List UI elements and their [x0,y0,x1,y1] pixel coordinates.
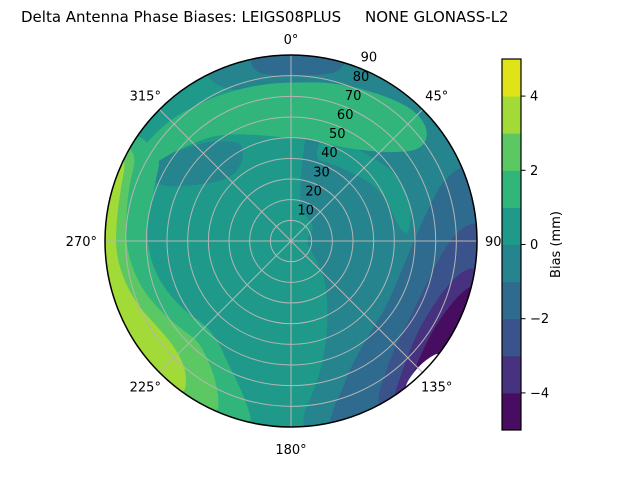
region-bias-neg2-neg1-cap [250,55,346,76]
colorbar-segment [502,207,521,245]
colorbar-segment [502,244,521,283]
r-tick-label: 60 [337,108,354,123]
r-tick-label: 50 [329,127,346,142]
colorbar-tick-label: −4 [530,386,549,401]
theta-tick-label: 225° [130,381,161,396]
theta-tick-label: 315° [130,89,161,104]
colorbar-tick-label: −2 [530,312,549,327]
theta-tick-label: 270° [66,235,97,250]
theta-gridline [159,109,292,242]
theta-tick-label: 45° [425,89,448,104]
chart-title: Delta Antenna Phase Biases: LEIGS08PLUS … [21,8,509,26]
region-bias-neg1-0-nw [146,141,244,187]
colorbar-segment [502,355,521,394]
r-tick-label: 80 [353,70,370,85]
theta-tick-label: 135° [421,381,452,396]
colorbar-segment [502,133,521,171]
r-tick-label: 20 [305,184,322,199]
colorbar-segment [502,59,521,97]
region-bias-0-1-band [316,135,411,233]
theta-tick-label: 90 [485,235,502,250]
region-bias-neg1-0-top [208,55,443,135]
colorbar-tick-label: 2 [530,164,538,179]
region-bias-neg5-neg4-se [413,287,471,380]
r-tick-label: 10 [297,204,314,219]
colorbar-tick-label: 0 [530,238,538,253]
colorbar-segment [502,392,521,431]
polar-axes-boundary [104,54,478,428]
colorbar-segment [502,281,521,320]
colorbar-tick-label: 4 [530,90,538,105]
r-tick-label: 40 [321,146,338,161]
theta-tick-label: 180° [275,443,306,458]
r-tick-label: 30 [313,165,330,180]
region-bias-neg3-neg2-se [378,223,477,404]
theta-gridline [290,240,423,373]
region-bias-1-2-top [128,82,427,172]
theta-gridline [159,240,292,373]
r-tick-label: 70 [345,89,362,104]
theta-tick-label: 0° [284,33,299,48]
colorbar-segment [502,170,521,208]
colorbar: 4 2 0 −2 −4 Bias (mm) [501,58,564,431]
r-tick-label: 90 [361,51,378,66]
colorbar-axis-label: Bias (mm) [549,211,564,278]
region-masked-gap [405,353,438,388]
region-bias-neg2-neg1-se [329,168,477,423]
theta-tick-labels: 0° 45° 90 135° 180° 225° 270° 315° [66,33,502,458]
theta-gridline [290,109,423,242]
polar-grid [105,55,477,427]
region-bias-3-4-left [105,159,186,392]
r-tick-labels: 10 20 30 40 50 60 70 80 90 [297,51,377,219]
colorbar-segment [502,96,521,134]
colorbar-segment [502,318,521,357]
